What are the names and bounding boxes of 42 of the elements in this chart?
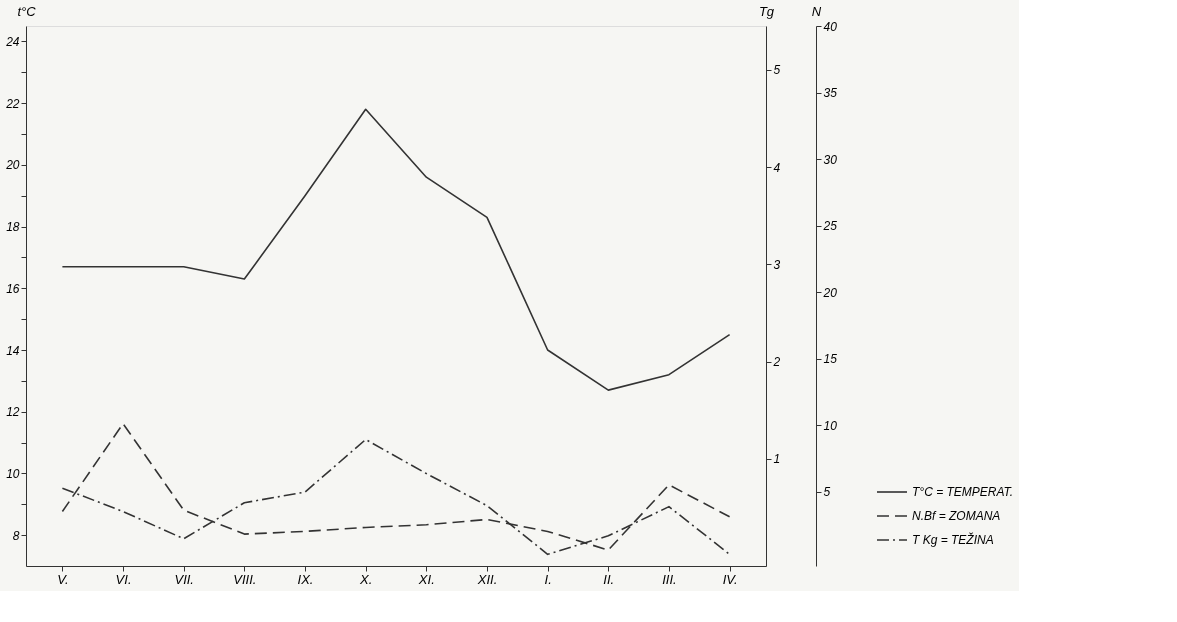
y-tick-label: 16 [6, 281, 20, 296]
y-tick-label: 20 [5, 158, 20, 173]
x-tick-label: VII. [174, 571, 194, 587]
y2-tick-label: 3 [773, 257, 781, 272]
legend-label: T Kg = TEŽINA [912, 532, 994, 547]
legend-label: T°C = TEMPERAT. [912, 485, 1014, 499]
y3-tick-label: 15 [823, 352, 838, 367]
x-tick-label: VIII. [233, 571, 257, 587]
y3-tick-label: 20 [822, 285, 838, 300]
x-tick-label: III. [662, 571, 677, 587]
x-tick-label: V. [57, 571, 69, 587]
y-tick-label: 18 [6, 220, 20, 235]
y2-tick-label: 5 [773, 63, 781, 78]
x-tick-label: XI. [417, 571, 435, 587]
y3-tick-label: 35 [823, 86, 838, 100]
y-tick-label: 24 [5, 34, 20, 49]
line-series [61, 108, 731, 391]
y-tick-label: 14 [6, 343, 20, 358]
y2-tick-label: 2 [772, 355, 781, 370]
y2-axis-title: Tg [758, 3, 775, 19]
y-axis-title: t°C [17, 3, 37, 19]
x-tick-label: IX. [297, 571, 314, 587]
y-tick-label: 8 [12, 528, 20, 543]
y2-tick-label: 4 [773, 160, 781, 175]
x-tick-label: VI. [115, 571, 132, 587]
x-tick-label: I. [544, 571, 552, 587]
y3-tick-label: 30 [823, 152, 838, 167]
x-tick-label: IV. [722, 571, 738, 587]
x-tick-label: XII. [476, 571, 498, 587]
y-tick-label: 12 [6, 405, 20, 420]
y-tick-label: 10 [6, 466, 20, 481]
x-tick-label: II. [603, 571, 615, 587]
y-tick-label: 22 [5, 96, 20, 111]
legend-label: N.Bf = ZOMANA [912, 509, 1001, 523]
y3-tick-label: 10 [823, 418, 838, 433]
y3-tick-label: 25 [822, 219, 838, 234]
y3-axis-title: N [811, 3, 822, 19]
y3-tick-label: 40 [823, 19, 838, 34]
y2-tick-label: 1 [773, 452, 781, 467]
y3-tick-label: 5 [823, 485, 831, 500]
x-tick-label: X. [359, 571, 373, 587]
line-series [61, 422, 731, 551]
